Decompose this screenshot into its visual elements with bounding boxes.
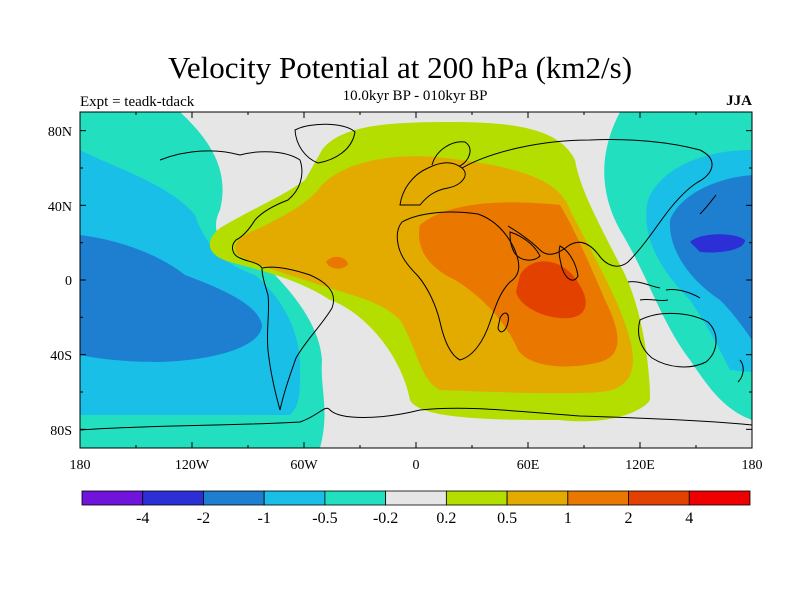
- colorbar-label: -4: [136, 510, 149, 527]
- colorbar-label: 4: [685, 510, 693, 527]
- colorbar-swatch: [628, 490, 690, 506]
- field-neg-west-pacific-min: [690, 234, 745, 253]
- coast-arabia: [509, 231, 541, 261]
- coast-south-america: [261, 266, 334, 411]
- colorbar-swatch: [385, 490, 447, 506]
- coast-antarctica: [80, 407, 752, 431]
- field-pos-peak: [516, 261, 586, 319]
- colorbar-swatch: [688, 490, 751, 506]
- colorbar-label: 1: [564, 510, 572, 527]
- coast-greenland: [294, 123, 356, 164]
- coast-madagascar: [497, 312, 509, 333]
- coastlines: [80, 123, 752, 431]
- lon-label-0: 0: [413, 458, 420, 473]
- colorbar-label: -1: [258, 510, 271, 527]
- colorbar-swatch: [506, 490, 569, 506]
- lon-label-120e: 120E: [625, 458, 655, 473]
- lon-label-60w: 60W: [290, 458, 318, 473]
- coast-north-america: [159, 150, 303, 269]
- colorbar-label: 0.5: [497, 510, 517, 527]
- coast-australia: [638, 312, 717, 368]
- colorbar-swatch: [142, 490, 204, 506]
- lon-label-180e: 180: [742, 458, 763, 473]
- colorbar-swatch: [445, 490, 508, 506]
- coast-asia: [461, 138, 713, 267]
- colorbar-label: 0.2: [436, 510, 456, 527]
- lat-label-40n: 40N: [48, 200, 72, 215]
- coast-africa: [396, 211, 520, 361]
- lat-label-80n: 80N: [48, 125, 72, 140]
- field-neg-west-pacific-core: [669, 175, 752, 340]
- colorbar-swatch: [324, 490, 387, 506]
- lon-label-60e: 60E: [517, 458, 540, 473]
- colorbar-swatch: [81, 490, 144, 506]
- colorbar-swatch: [203, 490, 265, 506]
- field-neg-east-pacific-core: [80, 235, 262, 362]
- coast-maritime-continent: [627, 281, 701, 302]
- colorbar-swatch: [567, 490, 629, 506]
- colorbar-label: -0.5: [312, 510, 337, 527]
- experiment-label: Expt = teadk-tdack: [80, 94, 195, 110]
- coast-india: [558, 245, 579, 281]
- colorbar-label: -2: [197, 510, 210, 527]
- coast-japan: [699, 194, 717, 215]
- colorbar-swatch: [263, 490, 326, 506]
- axis-ticks: [79, 112, 753, 448]
- colorbar-label: -0.2: [373, 510, 398, 527]
- colorbar-label: 2: [625, 510, 633, 527]
- map-subtitle: 10.0kyr BP - 010kyr BP: [342, 88, 488, 104]
- lat-label-40s: 40S: [50, 349, 72, 364]
- map-title: Velocity Potential at 200 hPa (km2/s): [167, 50, 633, 85]
- season-label: JJA: [726, 93, 752, 109]
- coast-scandinavia: [431, 141, 471, 167]
- lat-label-80s: 80S: [50, 424, 72, 439]
- lon-label-180w: 180: [70, 458, 91, 473]
- colorbar: -4 -2 -1 -0.5 -0.2 0.2 0.5 1 2 4: [81, 490, 751, 527]
- lon-label-120w: 120W: [175, 458, 210, 473]
- field-pos-small-atlantic: [326, 256, 348, 269]
- velocity-potential-field: [80, 112, 752, 448]
- lat-label-eq: 0: [65, 274, 72, 289]
- coast-new-zealand: [737, 359, 744, 383]
